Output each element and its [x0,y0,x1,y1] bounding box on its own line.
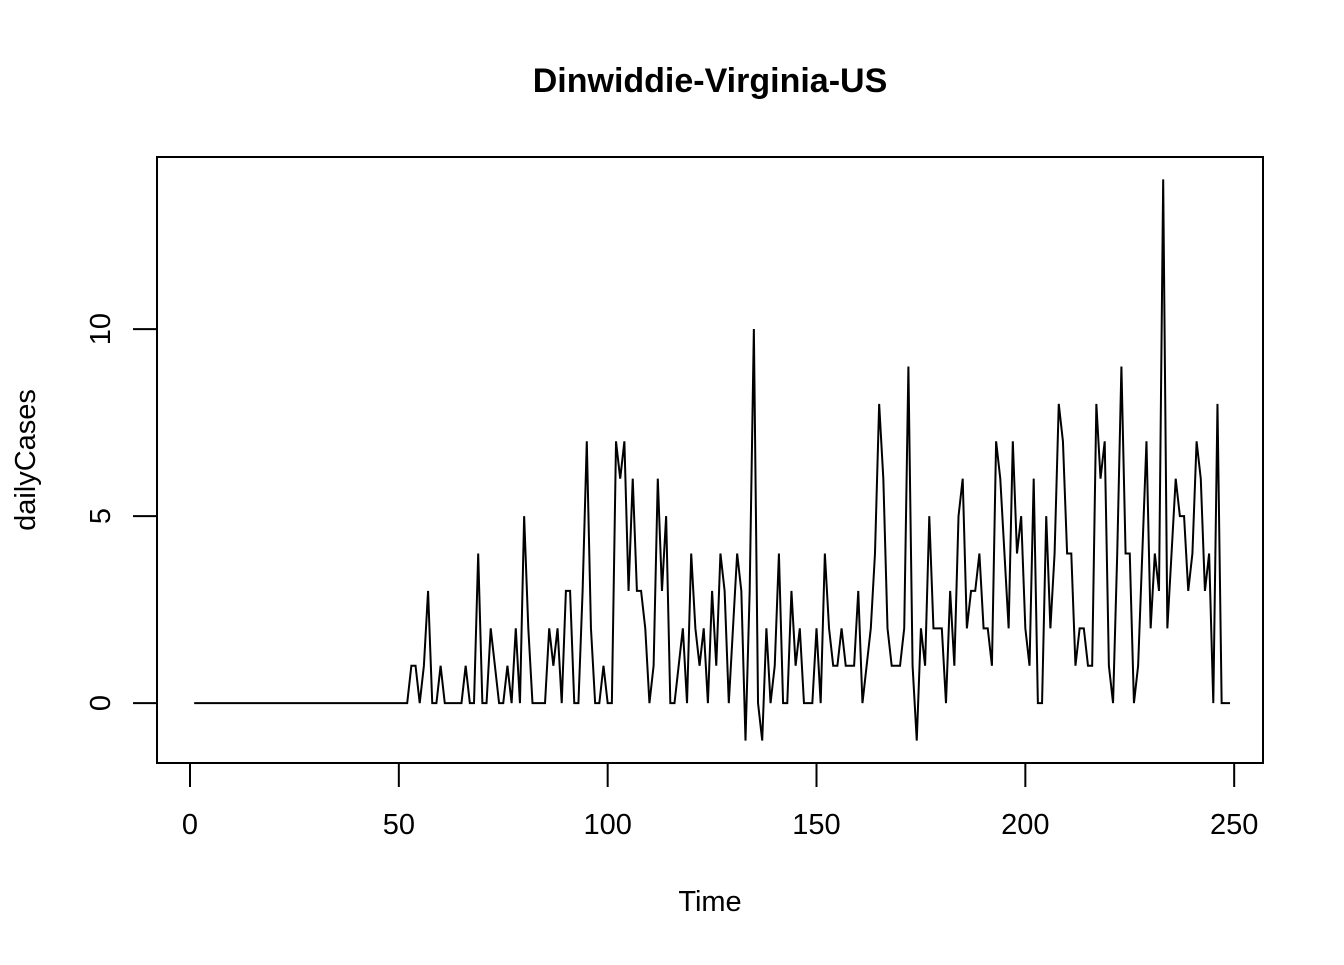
y-axis-label: dailyCases [10,389,42,531]
x-tick-label: 0 [182,809,198,841]
y-tick-label: 10 [85,313,117,345]
y-axis: 0 5 10 [85,313,158,711]
y-tick-label: 0 [85,695,117,711]
x-tick-label: 100 [583,809,631,841]
chart-title: Dinwiddie-Virginia-US [533,62,888,100]
x-tick-label: 200 [1001,809,1049,841]
series-line [194,179,1230,741]
y-tick-label: 5 [85,508,117,524]
x-tick-label: 50 [383,809,415,841]
x-axis-label: Time [678,886,741,918]
x-tick-label: 150 [792,809,840,841]
x-tick-label: 250 [1210,809,1258,841]
x-axis: 0 50 100 150 200 250 [182,762,1258,841]
